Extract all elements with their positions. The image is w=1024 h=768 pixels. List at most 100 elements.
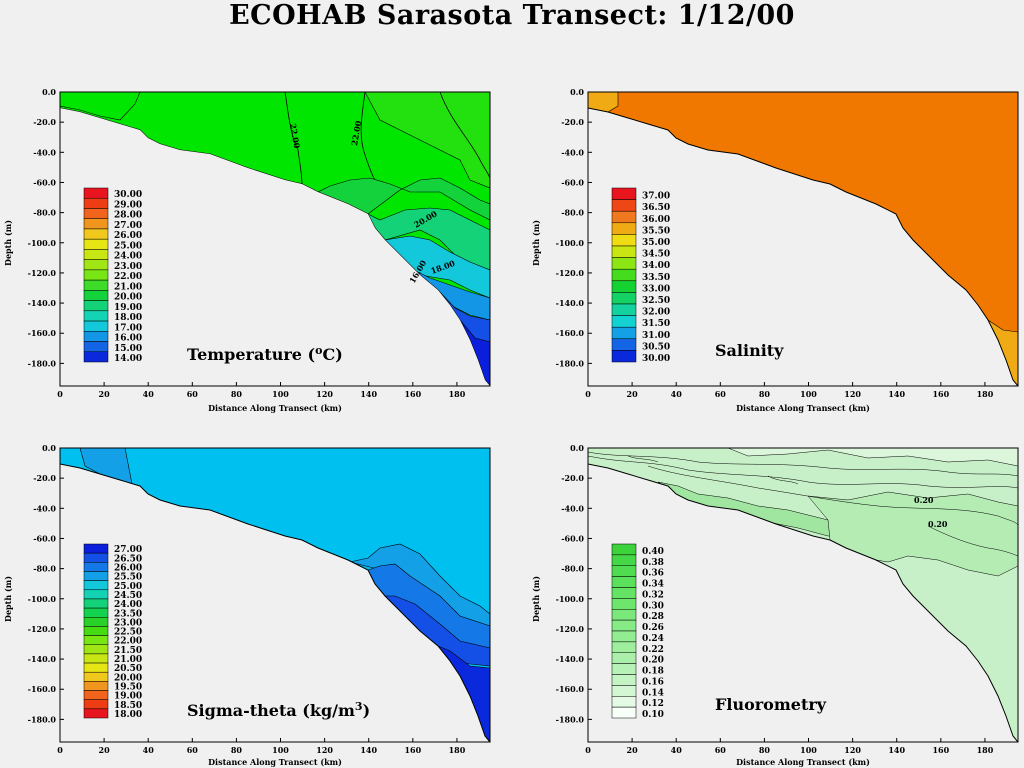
y-tick-label: -180.0 [556, 358, 585, 368]
x-axis-label: Distance Along Transect (km) [208, 757, 342, 767]
legend-label: 0.22 [642, 645, 664, 655]
y-tick-label: -60.0 [33, 533, 56, 543]
legend-label: 35.00 [642, 238, 670, 248]
x-tick-label: 120 [844, 389, 861, 399]
legend-label: 30.00 [642, 354, 670, 364]
legend-swatch [83, 259, 109, 271]
legend-label: 33.50 [642, 273, 670, 283]
y-tick-label: -40.0 [561, 503, 584, 513]
x-tick-label: 180 [977, 389, 994, 399]
legend-label: 22.00 [114, 272, 142, 282]
x-tick-label: 120 [316, 745, 333, 755]
legend-swatch [83, 543, 109, 554]
y-tick-label: -40.0 [561, 147, 584, 157]
legend-label: 15.00 [114, 344, 142, 354]
legend-label: 0.24 [642, 634, 664, 644]
legend-label: 31.50 [642, 319, 670, 329]
x-tick-label: 100 [272, 389, 289, 399]
y-tick-label: -80.0 [561, 564, 584, 574]
legend-swatch [83, 635, 109, 645]
x-tick-label: 140 [360, 745, 377, 755]
y-tick-label: -80.0 [33, 564, 56, 574]
x-tick-label: 80 [231, 745, 243, 755]
legend-swatch [83, 626, 109, 636]
x-tick-label: 120 [316, 389, 333, 399]
legend-label: 18.00 [114, 313, 142, 323]
panel-title: Temperature (oC) [187, 344, 343, 364]
plot-area: 22.00 22.00 20.00 18.00 16.00 [59, 91, 491, 387]
y-axis-label: Depth (m) [3, 576, 13, 622]
y-tick-label: 0.0 [42, 87, 56, 97]
legend-label: 14.00 [114, 354, 142, 364]
y-tick-label: -40.0 [33, 147, 56, 157]
isotherm-22c [439, 91, 491, 181]
legend-swatch [611, 543, 637, 556]
sediment-cover [588, 108, 1018, 386]
x-axis-label: Distance Along Transect (km) [736, 757, 870, 767]
legend-swatch [83, 290, 109, 301]
legend-label: 35.50 [642, 226, 670, 236]
legend-label: 26.00 [114, 231, 142, 241]
x-tick-label: 20 [627, 389, 639, 399]
legend-swatch [83, 208, 109, 219]
y-tick-label: -140.0 [556, 654, 585, 664]
sediment-cover [60, 464, 490, 742]
x-tick-label: 160 [404, 389, 421, 399]
legend-label: 0.20 [642, 656, 664, 666]
seafloor-line [59, 463, 491, 743]
legend-label: 23.00 [114, 618, 142, 628]
legend-label: 28.00 [114, 211, 142, 221]
y-tick-label: -180.0 [556, 714, 585, 724]
legend-swatch [83, 589, 109, 600]
y-tick-label: -120.0 [556, 268, 585, 278]
legend-swatch [611, 292, 637, 305]
legend-label: 20.00 [114, 293, 142, 303]
legend-label: 36.00 [642, 215, 670, 225]
isotherm-22a [284, 91, 303, 185]
legend-label: 17.00 [114, 323, 142, 333]
seafloor-line [587, 107, 1019, 387]
y-tick-label: -60.0 [561, 177, 584, 187]
legend-swatch [83, 331, 109, 342]
x-tick-label: 20 [627, 745, 639, 755]
legend-swatch [83, 269, 109, 281]
warm-region [59, 91, 141, 121]
legend-label: 0.26 [642, 623, 664, 633]
y-tick-label: -140.0 [28, 654, 57, 664]
legend-swatch [83, 607, 109, 618]
x-tick-label: 160 [404, 745, 421, 755]
y-tick-label: -20.0 [33, 117, 56, 127]
contour-lines [587, 451, 1019, 557]
y-tick-label: -120.0 [28, 268, 57, 278]
x-tick-label: 160 [932, 745, 949, 755]
legend-label: 18.50 [114, 701, 142, 711]
legend-swatch [83, 249, 109, 260]
legend-label: 0.32 [642, 590, 664, 600]
legend-label: 36.50 [642, 203, 670, 213]
legend-swatch [611, 598, 637, 610]
y-tick-label: 0.0 [570, 443, 584, 453]
y-tick-label: -160.0 [556, 328, 585, 338]
legend-swatch [611, 257, 637, 270]
y-tick-label: 0.0 [42, 443, 56, 453]
legend-label: 0.18 [642, 667, 664, 677]
y-tick-label: -80.0 [33, 208, 56, 218]
legend-label: 0.12 [642, 699, 664, 709]
legend-swatch [83, 351, 109, 363]
legend-label: 29.00 [114, 200, 142, 210]
legend-label: 23.00 [114, 262, 142, 272]
legend-swatch [83, 690, 109, 700]
legend-label: 32.00 [642, 308, 670, 318]
y-axis-label: Depth (m) [531, 220, 541, 266]
legend-swatch [611, 554, 637, 566]
legend-swatch [611, 234, 637, 247]
legend: 30.0029.0028.0027.0026.0025.0024.0023.00… [83, 187, 142, 364]
legend-swatch [83, 699, 109, 710]
x-tick-label: 40 [671, 745, 683, 755]
y-tick-label: -20.0 [33, 473, 56, 483]
legend-label: 27.00 [114, 221, 142, 231]
y-tick-label: 0.0 [570, 87, 584, 97]
panel-title: Sigma-theta (kg/m3) [187, 700, 370, 720]
legend-swatch [611, 187, 637, 200]
legend-label: 22.00 [114, 637, 142, 647]
